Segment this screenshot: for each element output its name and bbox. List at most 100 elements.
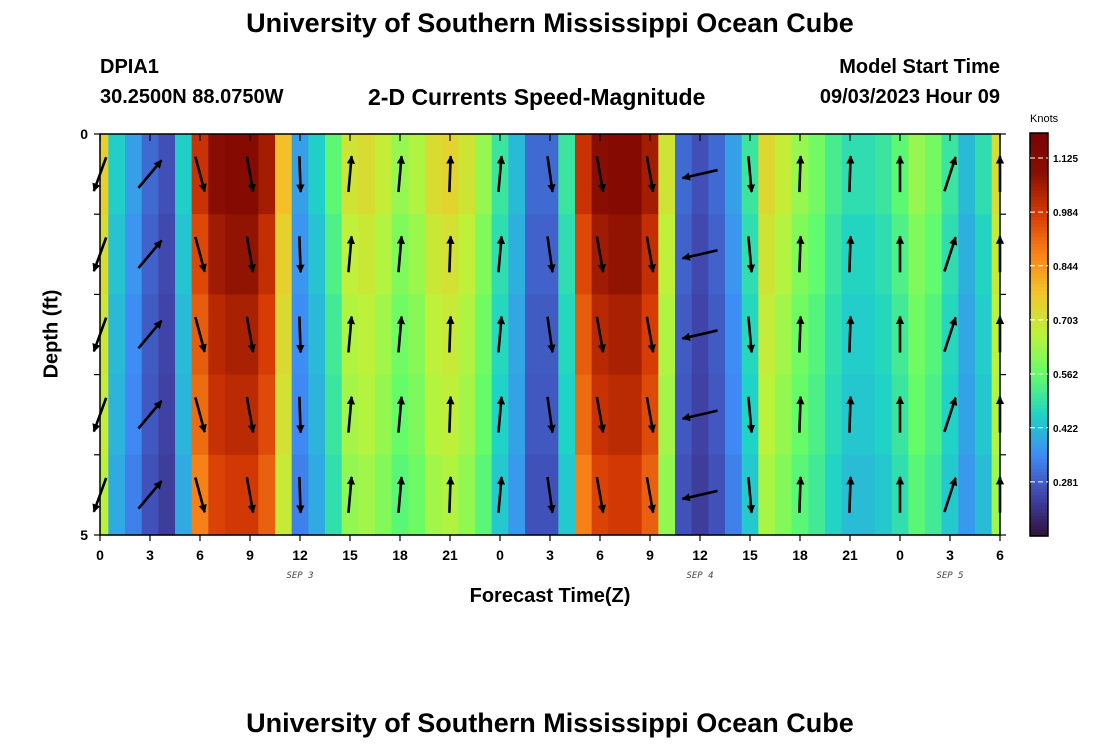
x-axis-label: Forecast Time(Z) bbox=[469, 585, 631, 607]
current-vector bbox=[595, 156, 606, 193]
colorbar-swatch bbox=[1030, 237, 1048, 242]
heatmap-cell bbox=[925, 454, 943, 536]
colorbar-swatch bbox=[1030, 183, 1048, 188]
colorbar-swatch bbox=[1030, 415, 1048, 420]
heatmap-cell bbox=[325, 214, 343, 295]
heatmap-cell bbox=[358, 214, 376, 295]
colorbar-swatch bbox=[1030, 294, 1048, 299]
colorbar-swatch bbox=[1030, 146, 1048, 151]
current-vector bbox=[943, 476, 958, 513]
heatmap-cell bbox=[758, 454, 776, 536]
heatmap-cell bbox=[925, 374, 943, 456]
heatmap-cell bbox=[658, 454, 676, 536]
heatmap-cell bbox=[875, 454, 893, 536]
heatmap-cell bbox=[725, 374, 743, 456]
current-vector bbox=[137, 480, 163, 510]
colorbar-swatch bbox=[1030, 176, 1048, 181]
heatmap-cell bbox=[708, 294, 726, 376]
x-tick-label: 9 bbox=[646, 547, 654, 563]
colorbar-tick-label: 0.281 bbox=[1053, 478, 1078, 489]
heatmap-cell bbox=[100, 134, 109, 215]
chart-subtitle: 2-D Currents Speed-Magnitude bbox=[368, 84, 706, 110]
current-vector bbox=[296, 396, 305, 434]
model-start-value: 09/03/2023 Hour 09 bbox=[819, 86, 1000, 108]
colorbar-swatch bbox=[1030, 304, 1048, 309]
current-vector bbox=[943, 316, 958, 353]
heatmap-cell bbox=[475, 454, 493, 536]
colorbar-swatch bbox=[1030, 166, 1048, 171]
heatmap-cell bbox=[708, 374, 726, 456]
heatmap-cell bbox=[775, 374, 793, 456]
heatmap-cell bbox=[875, 134, 893, 215]
current-vector bbox=[194, 477, 207, 514]
colorbar-swatch bbox=[1030, 354, 1048, 359]
heatmap-cell bbox=[525, 214, 543, 295]
date-label: SEP 5 bbox=[936, 571, 963, 581]
heatmap-cell bbox=[475, 214, 493, 295]
colorbar-swatch bbox=[1030, 163, 1048, 168]
colorbar-swatch bbox=[1030, 331, 1048, 336]
heatmap-cell bbox=[608, 214, 626, 295]
heatmap-cell bbox=[858, 454, 876, 536]
heatmap-cell bbox=[408, 134, 426, 215]
colorbar-swatch bbox=[1030, 200, 1048, 205]
heatmap-cell bbox=[108, 294, 126, 376]
current-vector bbox=[546, 236, 556, 273]
colorbar-swatch bbox=[1030, 492, 1048, 497]
heatmap-cell bbox=[525, 374, 543, 456]
heatmap-cell bbox=[208, 134, 226, 215]
heatmap-cell bbox=[458, 454, 476, 536]
current-vector bbox=[396, 315, 406, 353]
colorbar-swatch bbox=[1030, 358, 1048, 362]
current-vector bbox=[796, 476, 805, 513]
heatmap-cell bbox=[808, 454, 826, 536]
colorbar-swatch bbox=[1030, 505, 1048, 510]
heatmap-cell bbox=[708, 214, 726, 295]
heatmap-cell bbox=[525, 134, 543, 215]
current-vector bbox=[194, 156, 207, 193]
current-vector bbox=[245, 396, 256, 434]
heatmap-cell bbox=[775, 214, 793, 295]
heatmap-cell bbox=[125, 214, 143, 295]
heatmap-cell bbox=[175, 374, 193, 456]
colorbar-swatch bbox=[1030, 401, 1048, 406]
current-vector bbox=[943, 396, 958, 433]
x-tick-label: 12 bbox=[292, 547, 308, 563]
current-vector bbox=[245, 236, 256, 273]
current-vector bbox=[681, 409, 718, 422]
colorbar-swatch bbox=[1030, 337, 1048, 342]
heatmap-cell bbox=[558, 454, 576, 536]
heatmap-cell bbox=[708, 454, 726, 536]
colorbar-swatch bbox=[1030, 169, 1048, 174]
heatmap-cell bbox=[758, 214, 776, 295]
colorbar-swatch bbox=[1030, 529, 1048, 534]
heatmap-cell bbox=[975, 374, 993, 456]
heatmap-cell bbox=[625, 454, 643, 536]
heatmap-cell bbox=[175, 454, 193, 536]
heatmap-cell bbox=[408, 374, 426, 456]
x-tick-label: 18 bbox=[392, 547, 408, 563]
heatmap-cell bbox=[108, 214, 126, 295]
current-vector bbox=[296, 316, 305, 354]
heatmap-cell bbox=[275, 214, 293, 295]
current-vector bbox=[546, 476, 556, 514]
x-tick-label: 12 bbox=[692, 547, 708, 563]
colorbar-swatch bbox=[1030, 368, 1048, 373]
y-tick-label: 0 bbox=[80, 126, 88, 142]
colorbar-swatch bbox=[1030, 327, 1048, 332]
x-axis: 0 3 6 9 12 15 18 21 0 3 6 9 12 15 18 21 0 3 6 SEP 3 SEP 4 SEP… bbox=[96, 134, 1004, 581]
colorbar-swatch bbox=[1030, 509, 1048, 514]
colorbar-tick-label: 0.703 bbox=[1053, 316, 1078, 327]
colorbar-swatch bbox=[1030, 472, 1048, 477]
colorbar-swatch bbox=[1030, 196, 1048, 201]
colorbar-swatch bbox=[1030, 193, 1048, 198]
current-vector bbox=[546, 396, 556, 434]
current-vector bbox=[796, 315, 805, 353]
heatmap-cell bbox=[158, 214, 176, 295]
heatmap-cell bbox=[375, 294, 393, 376]
heatmap-cell bbox=[608, 454, 626, 536]
heatmap-cell bbox=[208, 374, 226, 456]
heatmap-cell bbox=[475, 134, 493, 215]
x-tick-label: 21 bbox=[842, 547, 858, 563]
